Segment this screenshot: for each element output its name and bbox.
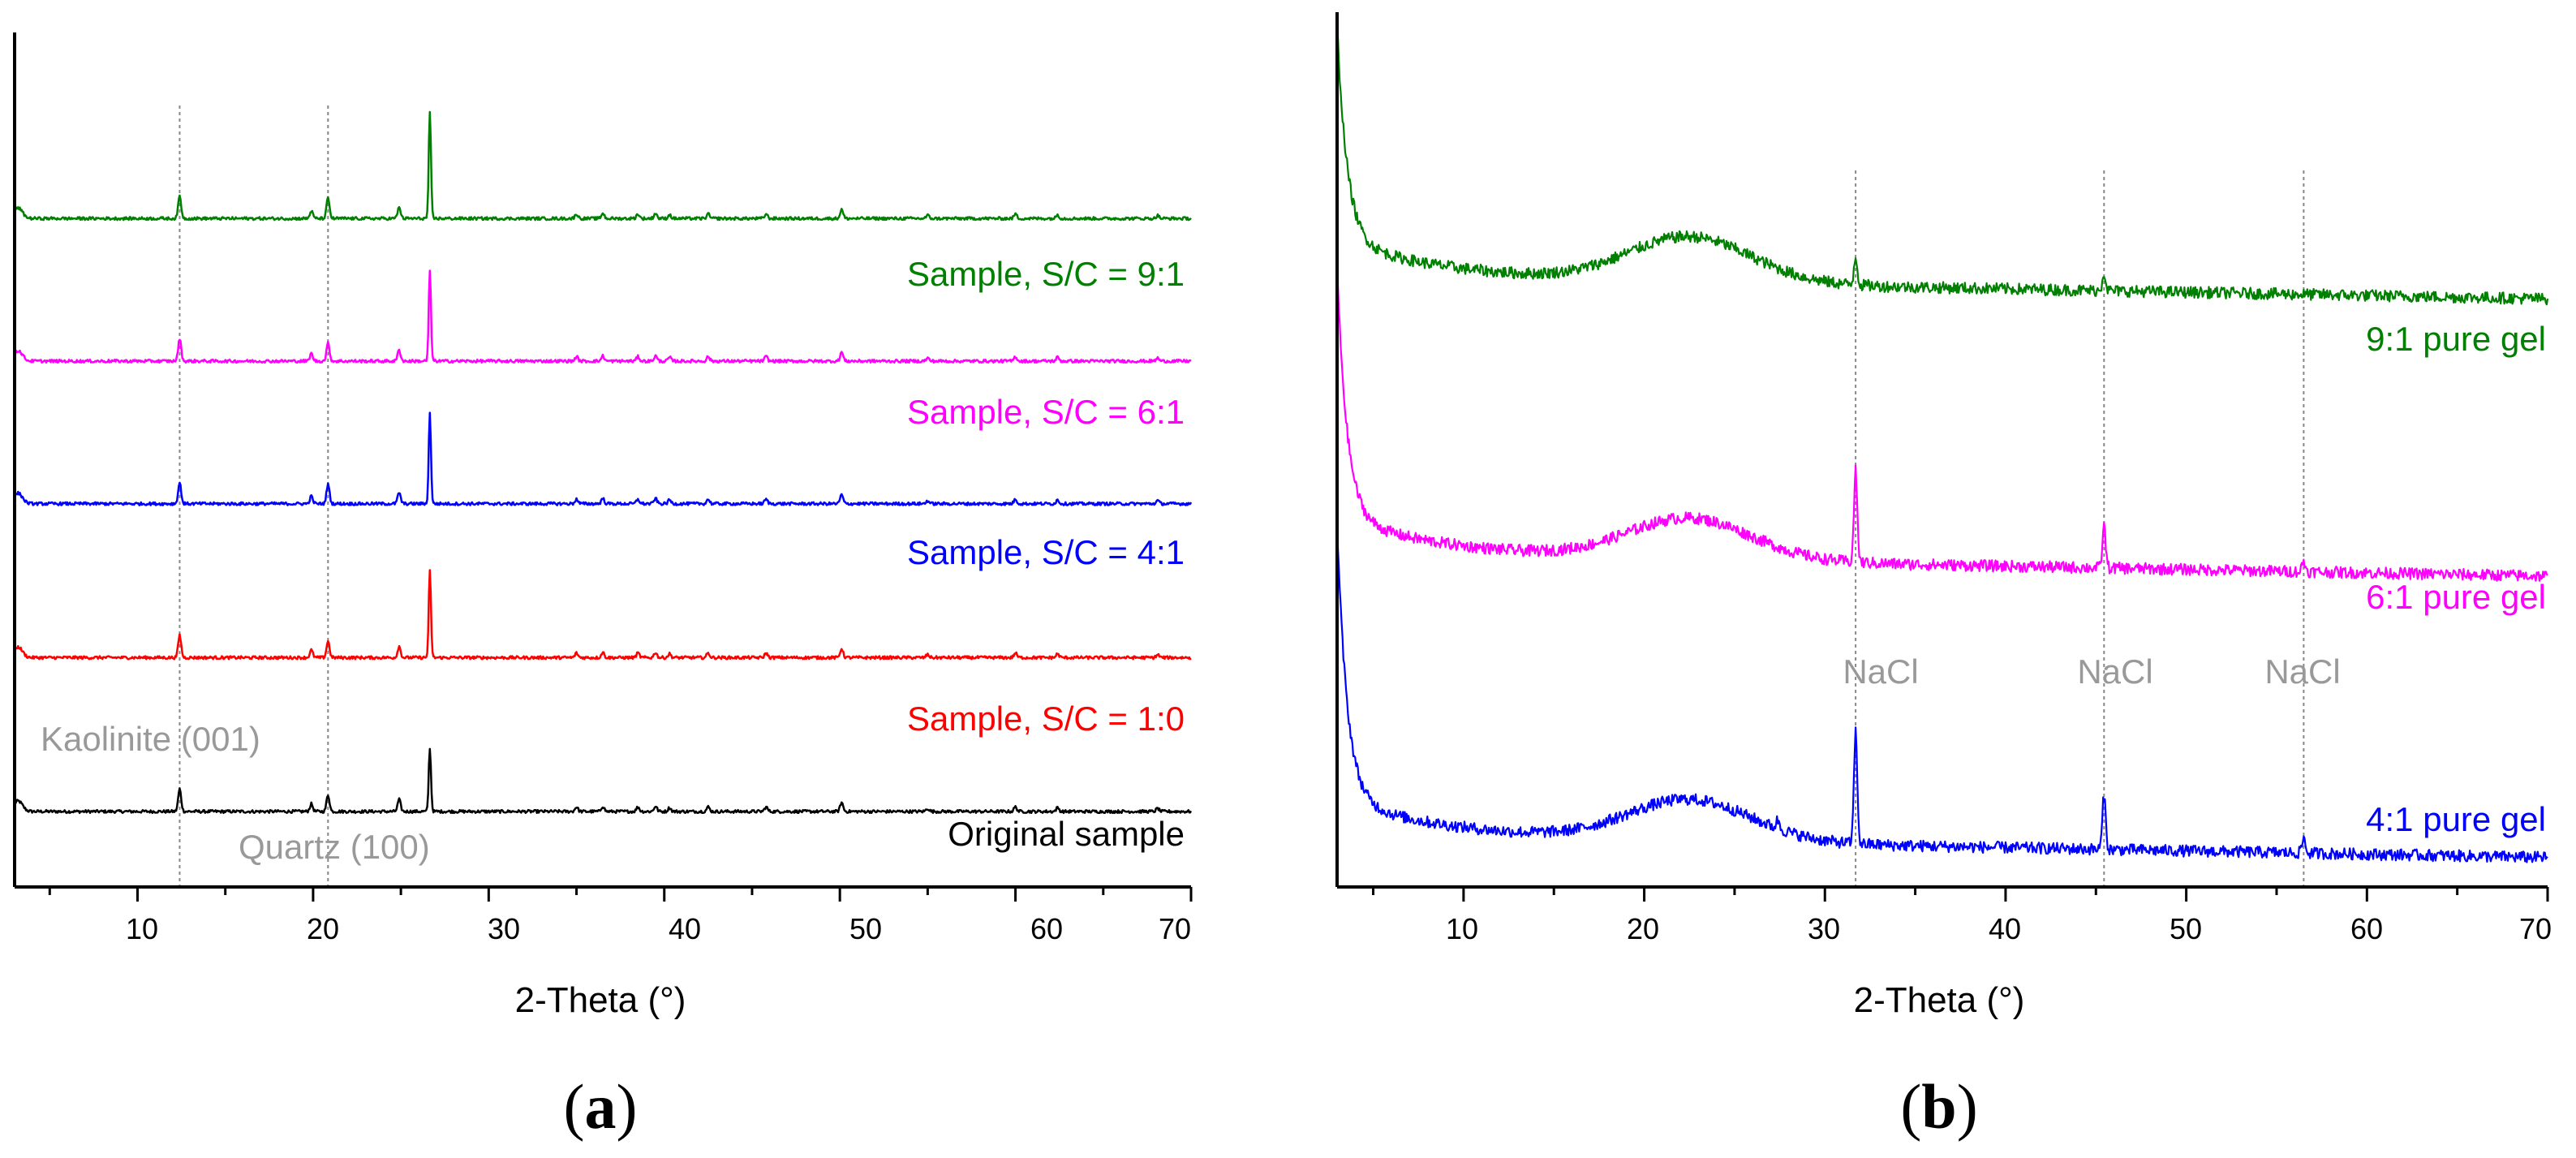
panel-b-tick-label: 40 [1989,912,2021,945]
panel-b-tick-label: 50 [2170,912,2202,945]
panel-a-tick-label: 70 [1159,912,1191,945]
panel-a-x-ticks [48,887,1193,902]
panel-b-series [1335,19,2549,863]
a-series-line-1 [13,569,1192,661]
panel-b-nacl-label: NaCl [2077,652,2152,691]
panel-b-label: (b) [1900,1071,1977,1142]
panel-b-tick-label: 20 [1627,912,1659,945]
panel-b-series-label-4-1: 4:1 pure gel [2366,800,2546,838]
panel-b-nacl-label: NaCl [2264,652,2340,691]
a-series-line-4 [13,110,1192,222]
b-series-line-2 [1335,19,2549,306]
a-series-line-3 [14,269,1192,364]
panel-a-tick-label: 30 [488,912,520,945]
a-series-line-0 [14,747,1193,815]
panel-a-label: (a) [564,1071,638,1142]
panel-a-tick-label: 10 [126,912,158,945]
panel-b-tick-label: 10 [1446,912,1478,945]
panel-a-kaolinite-label: Kaolinite (001) [41,720,260,758]
panel-b-x-axis-title: 2-Theta (°) [1854,980,2025,1020]
panel-b-series-label-6-1: 6:1 pure gel [2366,578,2546,616]
panel-a-series-label-original: Original sample [948,815,1185,853]
panel-a-tick-label: 50 [849,912,882,945]
panel-a-quartz-label: Quartz (100) [239,828,430,866]
panel-b-tick-label: 60 [2350,912,2383,945]
panel-b-x-ticks [1372,887,2549,902]
panel-a-tick-label: 20 [307,912,339,945]
panel-b-chart: 10 20 30 40 50 60 70 9:1 pure gel 6:1 pu… [1335,12,2552,1142]
panel-b-tick-label: 70 [2519,912,2552,945]
a-series-line-2 [13,411,1193,506]
panel-a-tick-label: 60 [1030,912,1063,945]
panel-a-series-label-4-1: Sample, S/C = 4:1 [907,533,1185,571]
panel-b-nacl-label: NaCl [1843,652,1918,691]
panel-a-tick-label: 40 [669,912,701,945]
panel-a-series-label-9-1: Sample, S/C = 9:1 [907,255,1185,293]
b-series-line-0 [1335,526,2548,863]
panel-a-series-label-6-1: Sample, S/C = 6:1 [907,393,1185,431]
panel-b-axes [1335,12,2548,889]
panel-b-tick-label: 30 [1808,912,1840,945]
panel-a-series [13,110,1193,815]
panel-a-chart: 10 20 30 40 50 60 70 Original sample Sam… [13,32,1193,1142]
panel-a-reference-lines [178,105,329,887]
panel-b-series-label-9-1: 9:1 pure gel [2366,320,2546,358]
panel-a-axes [13,32,1191,889]
b-series-line-1 [1335,267,2548,582]
panel-b-reference-lines [1855,170,2305,887]
panel-a-x-axis-title: 2-Theta (°) [515,980,686,1020]
panel-a-series-label-1-0: Sample, S/C = 1:0 [907,700,1185,738]
